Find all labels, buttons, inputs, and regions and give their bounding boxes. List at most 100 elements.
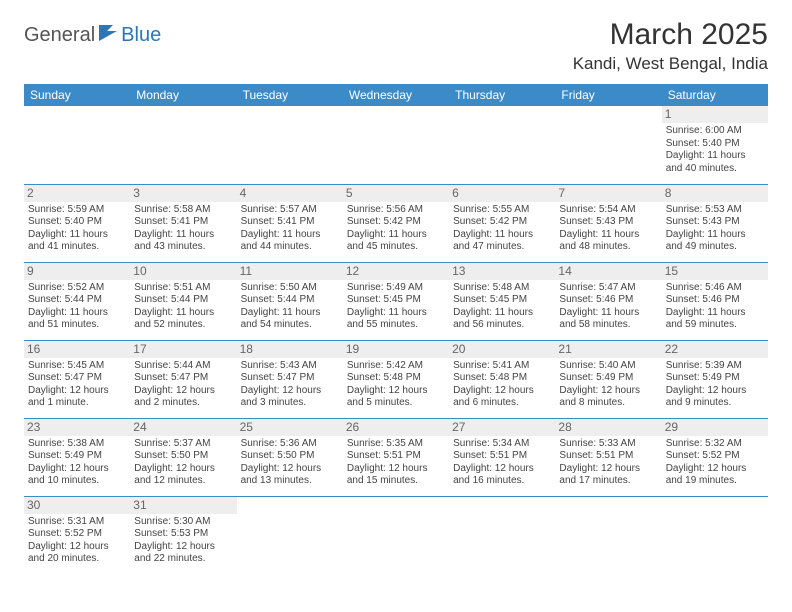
- weekday-header: Monday: [130, 84, 236, 106]
- sunset-text: Sunset: 5:45 PM: [347, 294, 445, 307]
- sunrise-text: Sunrise: 5:43 AM: [241, 360, 339, 373]
- day-number: 2: [24, 185, 130, 202]
- sunset-text: Sunset: 5:42 PM: [347, 216, 445, 229]
- calendar-day-cell: [449, 106, 555, 184]
- weekday-header-row: Sunday Monday Tuesday Wednesday Thursday…: [24, 84, 768, 106]
- calendar-day-cell: 31Sunrise: 5:30 AMSunset: 5:53 PMDayligh…: [130, 496, 236, 574]
- sunrise-text: Sunrise: 5:39 AM: [666, 360, 764, 373]
- sunset-text: Sunset: 5:43 PM: [666, 216, 764, 229]
- day-number: 25: [237, 419, 343, 436]
- daylight-text: Daylight: 12 hours and 12 minutes.: [134, 463, 232, 488]
- sunset-text: Sunset: 5:44 PM: [134, 294, 232, 307]
- calendar-week-row: 16Sunrise: 5:45 AMSunset: 5:47 PMDayligh…: [24, 340, 768, 418]
- calendar-day-cell: 16Sunrise: 5:45 AMSunset: 5:47 PMDayligh…: [24, 340, 130, 418]
- sunset-text: Sunset: 5:52 PM: [28, 528, 126, 541]
- calendar-week-row: 1Sunrise: 6:00 AMSunset: 5:40 PMDaylight…: [24, 106, 768, 184]
- sunrise-text: Sunrise: 5:41 AM: [453, 360, 551, 373]
- calendar-day-cell: [130, 106, 236, 184]
- calendar-day-cell: 1Sunrise: 6:00 AMSunset: 5:40 PMDaylight…: [662, 106, 768, 184]
- daylight-text: Daylight: 11 hours and 40 minutes.: [666, 150, 764, 175]
- sunrise-text: Sunrise: 5:42 AM: [347, 360, 445, 373]
- sunset-text: Sunset: 5:51 PM: [347, 450, 445, 463]
- sunrise-text: Sunrise: 5:30 AM: [134, 516, 232, 529]
- sunset-text: Sunset: 5:49 PM: [666, 372, 764, 385]
- day-number: 5: [343, 185, 449, 202]
- sunset-text: Sunset: 5:43 PM: [559, 216, 657, 229]
- weekday-header: Tuesday: [237, 84, 343, 106]
- sunrise-text: Sunrise: 5:44 AM: [134, 360, 232, 373]
- day-number: 29: [662, 419, 768, 436]
- calendar-day-cell: [343, 106, 449, 184]
- day-number: 13: [449, 263, 555, 280]
- day-number: 28: [555, 419, 661, 436]
- calendar-day-cell: 26Sunrise: 5:35 AMSunset: 5:51 PMDayligh…: [343, 418, 449, 496]
- sunrise-text: Sunrise: 5:33 AM: [559, 438, 657, 451]
- calendar-day-cell: 7Sunrise: 5:54 AMSunset: 5:43 PMDaylight…: [555, 184, 661, 262]
- calendar-day-cell: 8Sunrise: 5:53 AMSunset: 5:43 PMDaylight…: [662, 184, 768, 262]
- calendar-day-cell: [555, 496, 661, 574]
- calendar-day-cell: 5Sunrise: 5:56 AMSunset: 5:42 PMDaylight…: [343, 184, 449, 262]
- daylight-text: Daylight: 11 hours and 43 minutes.: [134, 229, 232, 254]
- sunrise-text: Sunrise: 5:59 AM: [28, 204, 126, 217]
- daylight-text: Daylight: 12 hours and 19 minutes.: [666, 463, 764, 488]
- calendar-day-cell: [237, 496, 343, 574]
- sunset-text: Sunset: 5:47 PM: [28, 372, 126, 385]
- calendar-day-cell: 4Sunrise: 5:57 AMSunset: 5:41 PMDaylight…: [237, 184, 343, 262]
- daylight-text: Daylight: 12 hours and 15 minutes.: [347, 463, 445, 488]
- sunset-text: Sunset: 5:40 PM: [28, 216, 126, 229]
- calendar-day-cell: [449, 496, 555, 574]
- calendar-day-cell: 22Sunrise: 5:39 AMSunset: 5:49 PMDayligh…: [662, 340, 768, 418]
- sunrise-text: Sunrise: 5:32 AM: [666, 438, 764, 451]
- day-number: 9: [24, 263, 130, 280]
- sunset-text: Sunset: 5:51 PM: [453, 450, 551, 463]
- logo: General Blue: [24, 24, 161, 47]
- weekday-header: Friday: [555, 84, 661, 106]
- calendar-week-row: 23Sunrise: 5:38 AMSunset: 5:49 PMDayligh…: [24, 418, 768, 496]
- day-number: 4: [237, 185, 343, 202]
- calendar-day-cell: 28Sunrise: 5:33 AMSunset: 5:51 PMDayligh…: [555, 418, 661, 496]
- day-number: 15: [662, 263, 768, 280]
- sunset-text: Sunset: 5:49 PM: [559, 372, 657, 385]
- sunrise-text: Sunrise: 5:38 AM: [28, 438, 126, 451]
- sunset-text: Sunset: 5:48 PM: [453, 372, 551, 385]
- sunset-text: Sunset: 5:47 PM: [134, 372, 232, 385]
- logo-text-general: General: [24, 24, 95, 47]
- calendar-day-cell: 23Sunrise: 5:38 AMSunset: 5:49 PMDayligh…: [24, 418, 130, 496]
- sunrise-text: Sunrise: 5:52 AM: [28, 282, 126, 295]
- daylight-text: Daylight: 12 hours and 22 minutes.: [134, 541, 232, 566]
- sunrise-text: Sunrise: 5:40 AM: [559, 360, 657, 373]
- page-header: General Blue March 2025 Kandi, West Beng…: [24, 18, 768, 74]
- calendar-day-cell: 2Sunrise: 5:59 AMSunset: 5:40 PMDaylight…: [24, 184, 130, 262]
- calendar-day-cell: [237, 106, 343, 184]
- daylight-text: Daylight: 12 hours and 5 minutes.: [347, 385, 445, 410]
- logo-text-blue: Blue: [121, 24, 161, 47]
- sunset-text: Sunset: 5:41 PM: [134, 216, 232, 229]
- calendar-day-cell: 17Sunrise: 5:44 AMSunset: 5:47 PMDayligh…: [130, 340, 236, 418]
- sunrise-text: Sunrise: 5:55 AM: [453, 204, 551, 217]
- day-number: 11: [237, 263, 343, 280]
- sunset-text: Sunset: 5:40 PM: [666, 138, 764, 151]
- calendar-day-cell: 12Sunrise: 5:49 AMSunset: 5:45 PMDayligh…: [343, 262, 449, 340]
- calendar-table: Sunday Monday Tuesday Wednesday Thursday…: [24, 84, 768, 574]
- calendar-day-cell: 27Sunrise: 5:34 AMSunset: 5:51 PMDayligh…: [449, 418, 555, 496]
- sunset-text: Sunset: 5:45 PM: [453, 294, 551, 307]
- daylight-text: Daylight: 12 hours and 10 minutes.: [28, 463, 126, 488]
- calendar-day-cell: 19Sunrise: 5:42 AMSunset: 5:48 PMDayligh…: [343, 340, 449, 418]
- calendar-day-cell: 21Sunrise: 5:40 AMSunset: 5:49 PMDayligh…: [555, 340, 661, 418]
- calendar-day-cell: 25Sunrise: 5:36 AMSunset: 5:50 PMDayligh…: [237, 418, 343, 496]
- month-title: March 2025: [573, 18, 768, 52]
- day-number: 22: [662, 341, 768, 358]
- sunrise-text: Sunrise: 5:47 AM: [559, 282, 657, 295]
- calendar-day-cell: 13Sunrise: 5:48 AMSunset: 5:45 PMDayligh…: [449, 262, 555, 340]
- calendar-day-cell: [24, 106, 130, 184]
- sunset-text: Sunset: 5:48 PM: [347, 372, 445, 385]
- daylight-text: Daylight: 11 hours and 55 minutes.: [347, 307, 445, 332]
- sunrise-text: Sunrise: 5:37 AM: [134, 438, 232, 451]
- daylight-text: Daylight: 12 hours and 2 minutes.: [134, 385, 232, 410]
- sunrise-text: Sunrise: 5:48 AM: [453, 282, 551, 295]
- calendar-day-cell: 24Sunrise: 5:37 AMSunset: 5:50 PMDayligh…: [130, 418, 236, 496]
- day-number: 30: [24, 497, 130, 514]
- daylight-text: Daylight: 12 hours and 8 minutes.: [559, 385, 657, 410]
- calendar-day-cell: [662, 496, 768, 574]
- sunrise-text: Sunrise: 5:36 AM: [241, 438, 339, 451]
